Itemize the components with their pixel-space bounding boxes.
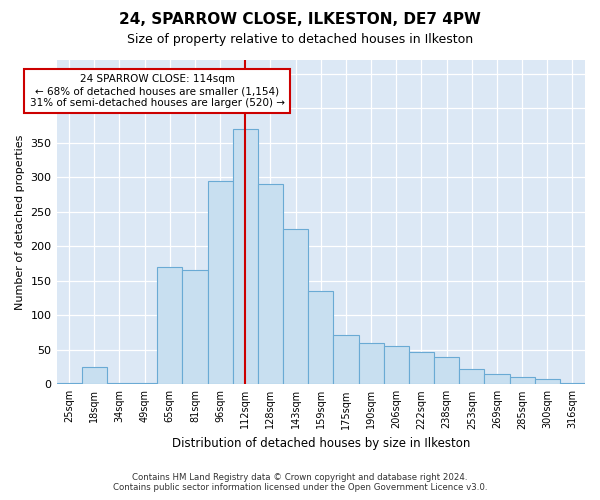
Text: Contains HM Land Registry data © Crown copyright and database right 2024.
Contai: Contains HM Land Registry data © Crown c…	[113, 473, 487, 492]
Bar	[509, 378, 535, 384]
Bar	[56, 383, 82, 384]
Bar	[535, 380, 560, 384]
Bar	[157, 267, 182, 384]
Bar	[107, 383, 132, 384]
Bar	[283, 229, 308, 384]
Bar	[82, 367, 107, 384]
Bar	[560, 383, 585, 384]
Bar	[434, 356, 459, 384]
Bar	[182, 270, 208, 384]
Bar	[308, 291, 334, 384]
X-axis label: Distribution of detached houses by size in Ilkeston: Distribution of detached houses by size …	[172, 437, 470, 450]
Bar	[459, 369, 484, 384]
Text: Size of property relative to detached houses in Ilkeston: Size of property relative to detached ho…	[127, 32, 473, 46]
Text: 24 SPARROW CLOSE: 114sqm
← 68% of detached houses are smaller (1,154)
31% of sem: 24 SPARROW CLOSE: 114sqm ← 68% of detach…	[30, 74, 285, 108]
Bar	[132, 383, 157, 384]
Bar	[208, 181, 233, 384]
Bar	[258, 184, 283, 384]
Bar	[484, 374, 509, 384]
Y-axis label: Number of detached properties: Number of detached properties	[15, 134, 25, 310]
Bar	[233, 129, 258, 384]
Bar	[409, 352, 434, 384]
Bar	[359, 343, 383, 384]
Bar	[334, 334, 359, 384]
Bar	[383, 346, 409, 385]
Text: 24, SPARROW CLOSE, ILKESTON, DE7 4PW: 24, SPARROW CLOSE, ILKESTON, DE7 4PW	[119, 12, 481, 28]
